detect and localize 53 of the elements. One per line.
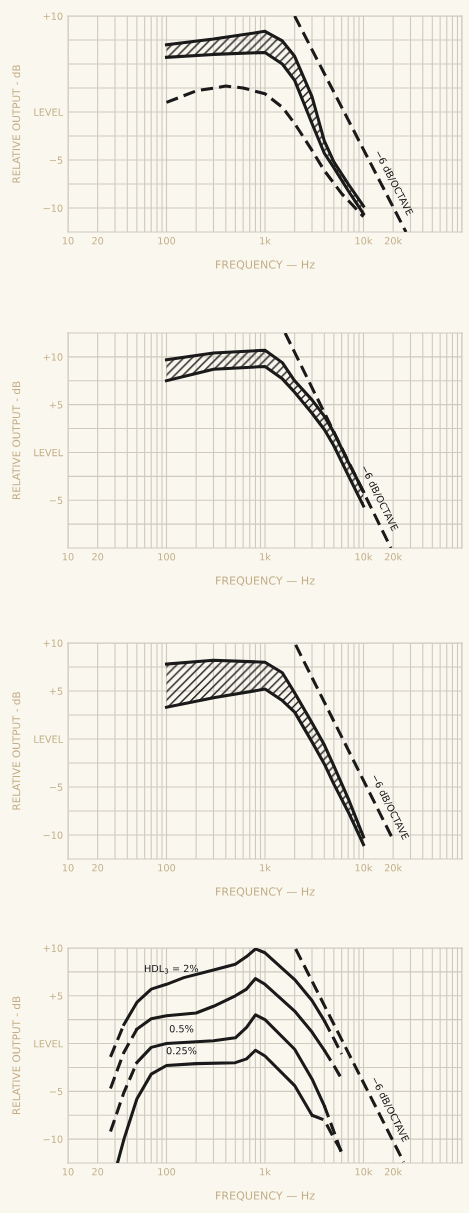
y-tick-label: +10 [43,639,63,647]
x-axis-title: FREQUENCY — Hz [216,887,315,898]
y-tick-label: −10 [43,204,63,212]
y-tick-label: −5 [49,156,63,164]
x-tick-label: 10k [355,863,373,872]
y-tick-label: LEVEL [34,449,64,457]
y-tick-label: −5 [49,496,63,505]
y-tick-label: LEVEL [34,108,64,116]
x-tick-label: 20 [92,553,104,561]
x-tick-label: 1k [260,552,271,561]
x-tick-label: 1k [260,1167,271,1176]
x-tick-label: 100 [158,1168,176,1176]
x-tick-label: 100 [158,553,176,561]
x-tick-label: 10 [62,864,74,872]
x-tick-label: 1k [260,236,271,245]
x-tick-label: 10k [355,236,373,245]
x-tick-label: 10 [62,553,74,561]
x-tick-label: 100 [158,237,176,245]
x-tick-label: 20k [384,552,403,561]
annotation: HDL$_{3}$ = 2% [144,964,199,974]
y-tick-label: −5 [49,783,63,791]
x-tick-label: 1k [260,863,271,872]
x-tick-label: 10k [355,1167,373,1176]
x-axis-title: FREQUENCY — Hz [216,1191,315,1202]
y-tick-label: +5 [49,401,63,409]
y-tick-label: LEVEL [34,1040,64,1048]
y-tick-label: +5 [49,992,63,1000]
x-tick-label: 20 [92,1168,104,1176]
y-tick-label: +10 [43,12,63,20]
x-tick-label: 10 [62,1168,74,1176]
x-tick-label: 20 [92,864,104,872]
x-tick-label: 20 [92,237,104,245]
y-axis-title: RELATIVE OUTPUT - dB [12,65,21,183]
y-tick-label: +5 [49,687,63,695]
annotation: 0.25% [166,1047,197,1055]
x-tick-label: 10k [355,552,373,561]
y-tick-label: +10 [43,353,63,361]
annotation: 0.5% [169,1025,194,1033]
x-tick-label: 20k [384,236,403,245]
y-tick-label: −10 [43,1135,63,1143]
x-axis-title: FREQUENCY — Hz [216,260,315,271]
x-tick-label: 20k [384,1167,403,1176]
x-tick-label: 20k [384,863,403,872]
y-tick-label: −5 [49,1087,63,1096]
y-tick-label: −10 [43,831,63,839]
y-axis-title: RELATIVE OUTPUT - dB [12,692,21,810]
x-axis-title: FREQUENCY — Hz [216,576,315,587]
y-tick-label: LEVEL [34,735,64,743]
x-tick-label: 100 [158,864,176,872]
y-axis-title: RELATIVE OUTPUT - dB [12,996,21,1115]
y-tick-label: +10 [43,944,63,952]
y-axis-title: RELATIVE OUTPUT - dB [12,381,21,500]
x-tick-label: 10 [62,237,74,245]
